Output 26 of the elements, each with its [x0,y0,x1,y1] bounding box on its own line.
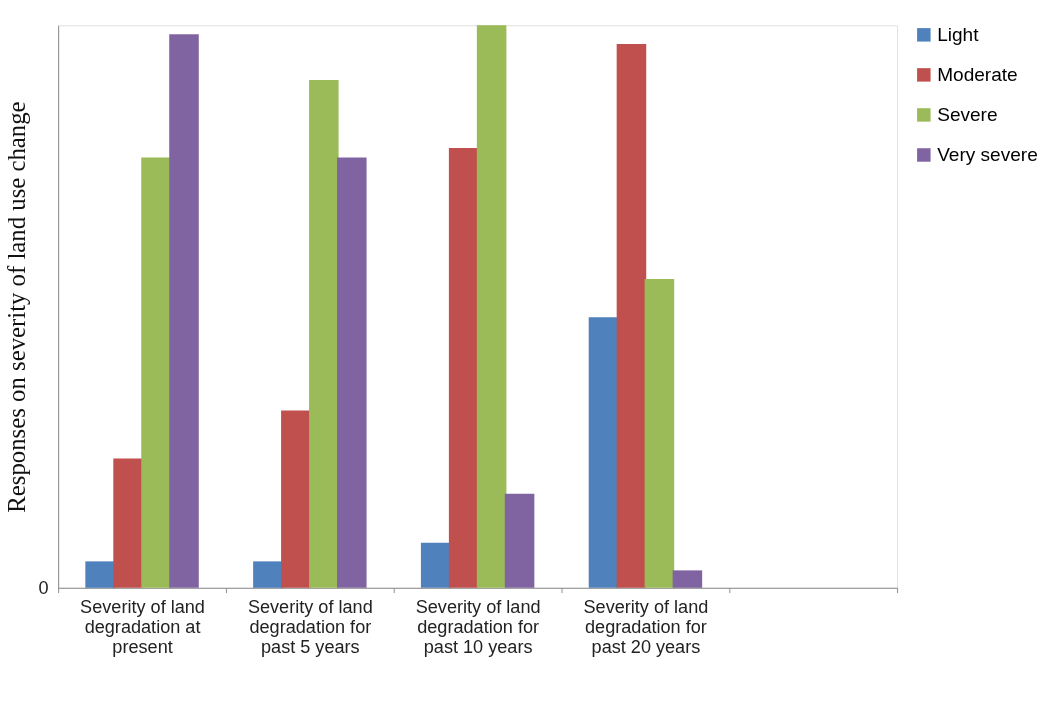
legend-label: Light [937,23,980,45]
bar [588,317,619,588]
bar [253,561,283,588]
legend-label: Moderate [937,63,1018,85]
bar [169,34,199,588]
bar [448,147,479,588]
bar [672,570,703,588]
bar [141,157,171,588]
legend-label: Very severe [937,143,1038,165]
x-tick-label: Severity of land degradation for past 5 years [247,597,373,658]
legend-label: Severe [937,103,998,125]
x-tick-label: Severity of land degradation for past 10 years [415,597,541,658]
bar [420,542,451,588]
bar [616,43,647,588]
y-axis-title: Responses on severity of land use change [3,101,31,513]
bar [281,410,311,588]
x-tick-label: Severity of land degradation for past 20 years [583,597,709,658]
text: 0 [38,577,49,598]
bar [85,561,115,588]
bar [309,79,339,588]
bar [644,279,675,588]
bar [337,157,367,588]
bar [476,25,507,588]
x-tick-label: Severity of land degradation at present [80,597,205,658]
bar [113,458,143,588]
bar [504,493,535,588]
